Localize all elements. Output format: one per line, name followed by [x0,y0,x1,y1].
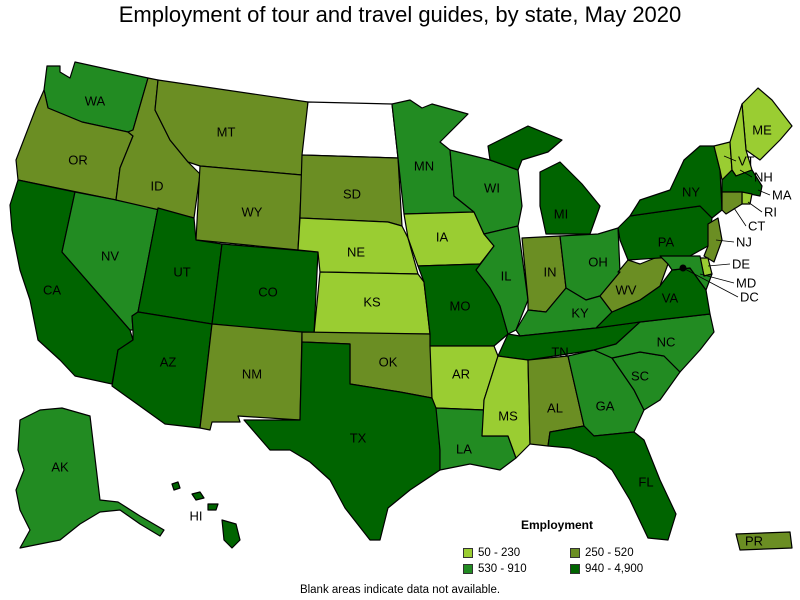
map-legend: Employment 50 - 230 250 - 520 530 - 910 … [463,518,663,578]
legend-swatch-bin-3 [570,564,580,574]
map-title: Employment of tour and travel guides, by… [118,2,682,27]
state-RI[interactable] [741,191,753,205]
label-KS: KS [363,295,381,310]
label-MD: MD [736,276,756,291]
label-AR: AR [452,367,470,382]
label-TN: TN [551,345,568,360]
label-WY: WY [242,205,263,220]
leader-MD [699,273,735,284]
label-CO: CO [258,285,278,300]
label-AL: AL [547,401,563,416]
label-SD: SD [343,187,361,202]
label-IA: IA [436,230,449,245]
label-SC: SC [631,369,649,384]
label-AZ: AZ [160,355,177,370]
label-LA: LA [456,442,472,457]
label-OK: OK [379,355,398,370]
legend-item-bin-2: 530 - 910 [463,563,527,575]
label-PA: PA [658,235,675,250]
state-TX[interactable] [243,341,441,541]
state-CT[interactable] [721,191,743,215]
legend-label-bin-2: 530 - 910 [478,563,527,575]
leader-CT [733,207,747,227]
label-GA: GA [596,399,615,414]
state-WV[interactable] [599,255,669,313]
state-NJ[interactable] [703,217,723,263]
label-PR: PR [745,534,763,549]
label-OR: OR [68,153,88,168]
label-MA: MA [772,188,792,203]
label-CA: CA [43,283,61,298]
label-ID: ID [151,179,164,194]
label-MN: MN [414,159,434,174]
legend-swatch-bin-1 [570,548,580,558]
label-IL: IL [501,269,512,284]
label-NM: NM [242,367,262,382]
label-CT: CT [748,219,765,234]
state-PR[interactable] [735,531,793,551]
legend-item-bin-0: 50 - 230 [463,547,520,559]
label-AK: AK [51,460,69,475]
label-TX: TX [350,431,367,446]
label-ME: ME [752,123,772,138]
label-VT: VT [738,154,755,169]
leader-DC [682,267,739,298]
legend-item-bin-3: 940 - 4,900 [570,563,643,575]
state-ME[interactable] [741,87,793,161]
label-MS: MS [498,409,518,424]
leader-DE [707,263,731,267]
legend-swatch-bin-2 [463,564,473,574]
footnote: Blank areas indicate data not available. [299,584,501,596]
legend-label-bin-1: 250 - 520 [585,547,634,559]
state-FL[interactable] [547,425,677,541]
leader-RI [747,201,763,213]
label-OH: OH [588,255,608,270]
state-IL[interactable] [475,225,529,335]
label-NE: NE [347,245,365,260]
legend-item-bin-1: 250 - 520 [570,547,634,559]
legend-swatch-bin-0 [463,548,473,558]
state-MN[interactable] [391,99,475,215]
label-MO: MO [450,299,471,314]
label-MT: MT [217,125,236,140]
label-FL: FL [638,475,653,490]
label-NH: NH [754,170,773,185]
legend-title: Employment [521,518,594,532]
leader-NJ [715,239,735,243]
label-HI: HI [190,509,203,524]
label-DC: DC [740,290,759,305]
label-NY: NY [682,185,700,200]
legend-label-bin-3: 940 - 4,900 [585,563,644,575]
label-MI: MI [554,207,568,222]
legend-label-bin-0: 50 - 230 [478,547,521,559]
label-WI: WI [484,181,500,196]
state-AK[interactable] [15,407,165,549]
label-RI: RI [764,205,777,220]
leader-MA [757,189,771,196]
label-VA: VA [662,291,679,306]
state-ND[interactable] [301,101,399,159]
label-UT: UT [173,265,190,280]
state-NY[interactable] [629,145,723,219]
label-NV: NV [101,249,119,264]
state-MI[interactable] [487,125,601,235]
label-NC: NC [657,335,676,350]
state-MD[interactable] [659,255,713,291]
leader-VT [723,155,737,162]
label-IN: IN [544,265,557,280]
state-HI[interactable] [171,481,241,549]
leader-NH [739,169,753,178]
label-WA: WA [85,94,106,109]
label-DE: DE [732,257,750,272]
label-WV: WV [616,283,637,298]
label-KY: KY [571,306,589,321]
label-NJ: NJ [736,235,752,250]
